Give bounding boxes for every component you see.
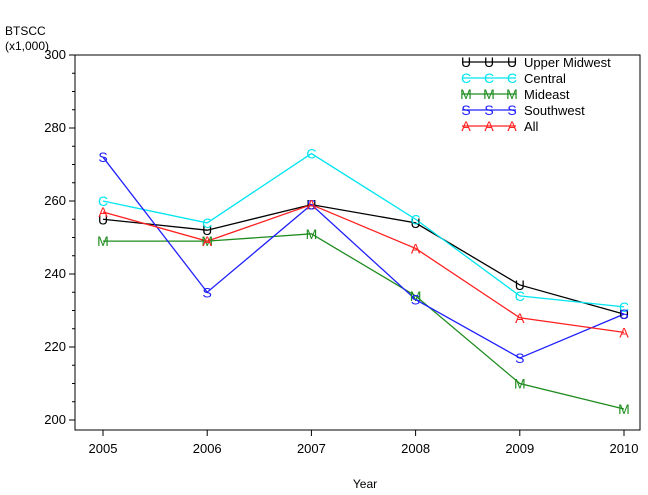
legend-label-southwest: Southwest: [524, 103, 585, 118]
data-point-central: C: [202, 215, 212, 231]
data-point-all: A: [98, 204, 108, 220]
x-tick-label: 2007: [297, 441, 326, 456]
legend-label-upper-midwest: Upper Midwest: [524, 55, 611, 70]
y-tick-label: 220: [44, 339, 66, 354]
legend-marker-mideast: M: [483, 86, 495, 102]
legend-marker-all: A: [484, 118, 494, 134]
data-point-central: C: [411, 211, 421, 227]
legend-marker-mideast: M: [506, 86, 518, 102]
data-point-upper-midwest: U: [619, 306, 629, 322]
x-tick-label: 2010: [610, 441, 639, 456]
legend-marker-all: A: [507, 118, 517, 134]
y-tick-label: 200: [44, 412, 66, 427]
data-point-central: C: [306, 146, 316, 162]
data-point-southwest: S: [203, 284, 212, 300]
data-point-upper-midwest: U: [306, 197, 316, 213]
data-point-upper-midwest: U: [202, 222, 212, 238]
data-point-all: A: [515, 310, 525, 326]
x-tick-label: 2009: [505, 441, 534, 456]
legend-label-all: All: [524, 119, 539, 134]
data-point-all: A: [411, 240, 421, 256]
x-tick-label: 2006: [193, 441, 222, 456]
data-point-central: C: [98, 193, 108, 209]
data-point-southwest: S: [515, 350, 524, 366]
data-point-mideast: M: [410, 288, 422, 304]
series-line-all: [102, 203, 625, 334]
data-point-all: A: [307, 197, 317, 213]
plot-frame: [74, 54, 641, 431]
legend-marker-all: A: [461, 118, 471, 134]
data-point-southwest: S: [619, 306, 628, 322]
x-axis-label: Year: [353, 477, 377, 491]
legend-marker-southwest: S: [484, 102, 493, 118]
axes: 200 220 240 260 280 300 2005 2006 2007 2008 2009 20…: [44, 47, 641, 456]
legend-marker-upper-midwest: U: [484, 54, 494, 70]
data-point-southwest: S: [98, 149, 107, 165]
series-lines: [102, 152, 625, 410]
legend-marker-upper-midwest: U: [507, 54, 517, 70]
data-point-central: C: [515, 288, 525, 304]
data-point-upper-midwest: U: [411, 215, 421, 231]
legend-marker-central: C: [484, 70, 494, 86]
series-line-mideast: [103, 233, 625, 410]
data-point-all: A: [203, 233, 213, 249]
legend-marker-central: C: [461, 70, 471, 86]
data-point-mideast: M: [618, 401, 630, 417]
legend-label-central: Central: [524, 71, 566, 86]
y-tick-label: 240: [44, 266, 66, 281]
series-line-central: [102, 152, 625, 308]
legend-marker-mideast: M: [460, 86, 472, 102]
series-line-southwest: [102, 156, 625, 359]
data-point-mideast: M: [97, 233, 109, 249]
x-tick-label: 2008: [401, 441, 430, 456]
series-line-upper-midwest: [102, 203, 625, 315]
y-axis-label: BTSCC: [5, 24, 46, 38]
legend-marker-southwest: S: [507, 102, 516, 118]
data-point-mideast: M: [306, 226, 318, 242]
y-tick-label: 260: [44, 193, 66, 208]
y-tick-label: 280: [44, 120, 66, 135]
data-point-all: A: [619, 324, 629, 340]
data-point-southwest: S: [411, 292, 420, 308]
legend-marker-southwest: S: [461, 102, 470, 118]
data-point-mideast: M: [514, 376, 526, 392]
data-point-southwest: S: [307, 197, 316, 213]
data-point-mideast: M: [201, 233, 213, 249]
y-tick-label: 300: [44, 47, 66, 62]
legend-label-mideast: Mideast: [524, 87, 570, 102]
data-point-central: C: [619, 299, 629, 315]
legend-marker-upper-midwest: U: [461, 54, 471, 70]
data-point-upper-midwest: U: [98, 211, 108, 227]
legend-marker-central: C: [507, 70, 517, 86]
y-axis-unit: (x1,000): [5, 39, 49, 53]
data-point-upper-midwest: U: [515, 277, 525, 293]
x-tick-label: 2005: [89, 441, 118, 456]
